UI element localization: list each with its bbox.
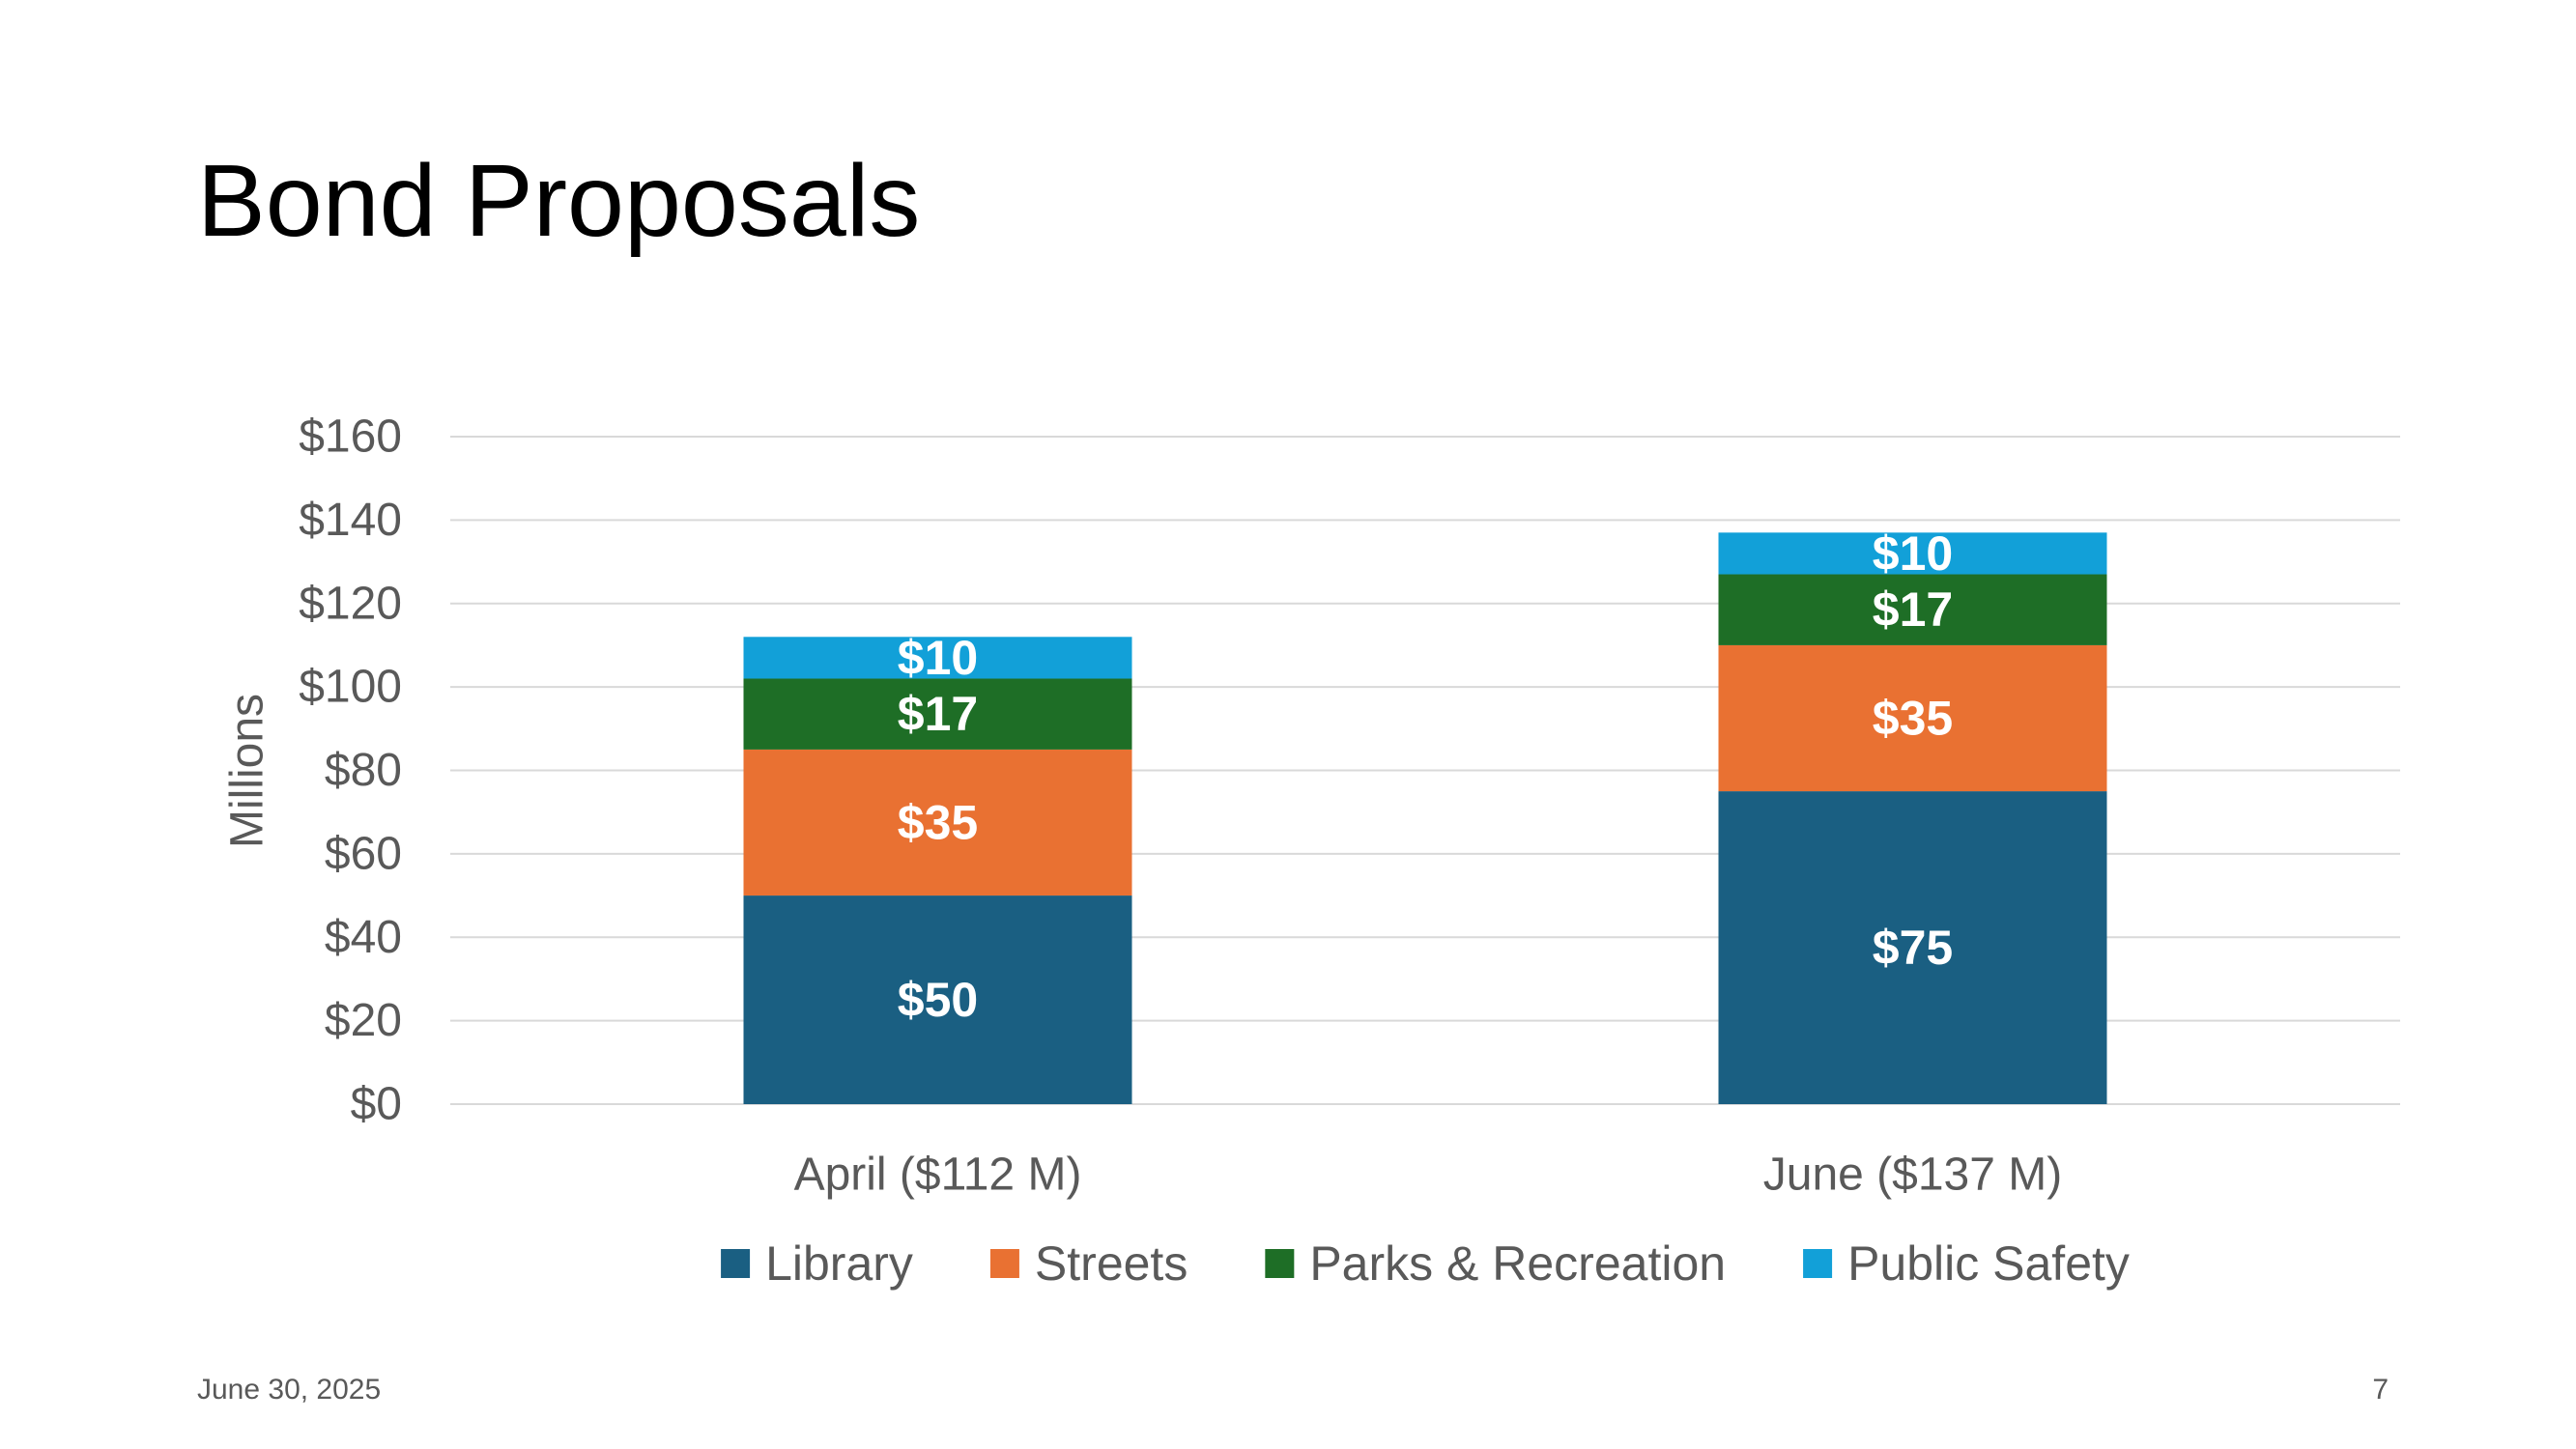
data-label: $17 [898, 687, 978, 741]
data-label: $10 [898, 631, 978, 685]
y-axis-ticks: $0 $20 $40 $60 $80 $100 $120 $140 $160 [299, 412, 402, 1130]
legend-item: Streets [989, 1236, 1188, 1291]
bars [743, 532, 2107, 1104]
y-tick-label: $60 [325, 828, 402, 879]
data-label: $17 [1873, 582, 1953, 637]
data-labels: $50$35$17$10$75$35$17$10 [898, 526, 1953, 1027]
page-number: 7 [2372, 1374, 2389, 1406]
gridlines [450, 436, 2400, 1105]
bar-segment [743, 749, 1132, 896]
y-tick-label: $100 [299, 662, 402, 713]
data-label: $50 [898, 973, 978, 1027]
bar-segment [743, 637, 1132, 679]
data-label: $10 [1873, 526, 1953, 581]
y-tick-label: $80 [325, 745, 402, 796]
x-tick-label: April ($112 M) [794, 1150, 1082, 1201]
legend-item: Public Safety [1803, 1236, 2130, 1291]
bar-segment [1718, 574, 2107, 645]
y-tick-label: $120 [299, 578, 402, 629]
data-label: $75 [1873, 921, 1953, 975]
bar-segment [1718, 532, 2107, 575]
legend-swatch [989, 1249, 1019, 1278]
slide-title: Bond Proposals [197, 144, 921, 258]
data-label: $35 [1873, 692, 1953, 746]
x-axis-ticks: April ($112 M) June ($137 M) [794, 1150, 2063, 1201]
y-tick-label: $160 [299, 412, 402, 463]
legend-swatch [1803, 1249, 1833, 1278]
footer-date: June 30, 2025 [197, 1374, 382, 1406]
legend-swatch [721, 1249, 751, 1278]
y-tick-label: $140 [299, 495, 402, 546]
legend-item: Library [721, 1236, 913, 1291]
bar-segment [1718, 791, 2107, 1104]
bar-segment [1718, 644, 2107, 792]
legend-label: Streets [1035, 1236, 1188, 1291]
legend-swatch [1265, 1249, 1295, 1278]
y-axis-label: Millions [222, 694, 273, 848]
x-tick-label: June ($137 M) [1763, 1150, 2063, 1201]
y-tick-label: $20 [325, 995, 402, 1046]
y-tick-label: $0 [351, 1079, 402, 1130]
y-tick-label: $40 [325, 912, 402, 963]
bar-segment [743, 678, 1132, 750]
legend-label: Public Safety [1847, 1236, 2130, 1291]
legend-item: Parks & Recreation [1265, 1236, 1726, 1291]
bar-segment [743, 895, 1132, 1104]
legend-label: Library [765, 1236, 913, 1291]
legend-label: Parks & Recreation [1309, 1236, 1726, 1291]
data-label: $35 [898, 795, 978, 849]
legend: Library Streets Parks & Recreation Public S… [721, 1236, 2130, 1291]
